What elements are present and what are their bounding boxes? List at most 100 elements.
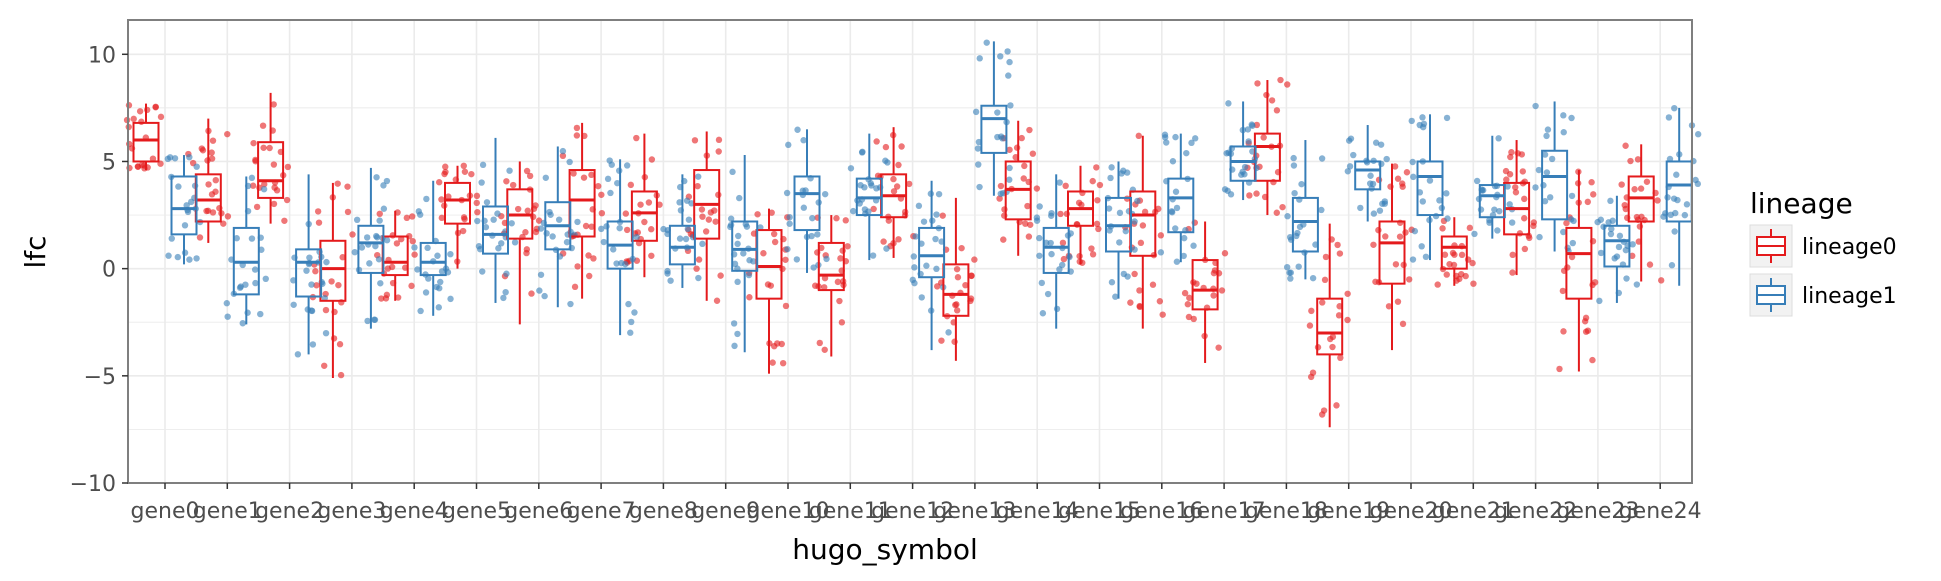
jitter-point — [618, 259, 625, 267]
jitter-point — [1215, 344, 1222, 351]
jitter-point — [1582, 328, 1590, 335]
jitter-point — [833, 215, 840, 222]
jitter-point — [1568, 253, 1576, 261]
jitter-point — [967, 295, 975, 302]
jitter-point — [1286, 269, 1293, 276]
jitter-point — [1020, 175, 1027, 182]
jitter-point — [712, 218, 719, 225]
jitter-point — [1367, 172, 1374, 179]
jitter-point — [306, 254, 313, 261]
jitter-point — [1221, 186, 1229, 193]
jitter-point — [1560, 129, 1567, 136]
jitter-point — [290, 301, 297, 308]
jitter-point — [1062, 182, 1069, 190]
jitter-point — [911, 264, 918, 271]
jitter-point — [1108, 164, 1115, 171]
jitter-point — [1141, 208, 1149, 216]
jitter-point — [1005, 72, 1012, 79]
jitter-point — [1422, 253, 1430, 261]
jitter-point — [1403, 169, 1411, 176]
jitter-point — [523, 246, 531, 253]
jitter-point — [461, 168, 469, 175]
x-tick-label: gene0 — [131, 499, 200, 524]
jitter-point — [676, 235, 684, 242]
jitter-point — [1095, 225, 1102, 233]
jitter-point — [1225, 100, 1232, 107]
jitter-point — [1681, 211, 1689, 219]
jitter-point — [837, 255, 844, 262]
jitter-point — [585, 272, 593, 280]
jitter-point — [503, 178, 510, 185]
x-tick-label: gene10 — [747, 499, 830, 524]
jitter-point — [409, 237, 416, 245]
x-tick-label: gene13 — [933, 499, 1016, 524]
jitter-point — [920, 218, 928, 225]
jitter-point — [373, 234, 381, 241]
jitter-point — [383, 291, 391, 299]
jitter-point — [239, 320, 246, 327]
jitter-point — [1004, 48, 1011, 55]
jitter-point — [1223, 150, 1230, 157]
x-tick-label: gene17 — [1183, 499, 1266, 524]
jitter-point — [364, 317, 371, 325]
box-body — [1440, 235, 1468, 270]
legend-label: lineage1 — [1802, 284, 1897, 309]
box-lineage1-gene13 — [980, 41, 1008, 196]
jitter-point — [783, 189, 791, 197]
box-lineage0-gene11 — [817, 215, 845, 357]
jitter-point — [1633, 281, 1641, 288]
jitter-point — [1000, 236, 1007, 243]
jitter-point — [746, 294, 753, 301]
jitter-point — [1245, 138, 1252, 145]
jitter-point — [1495, 135, 1502, 142]
jitter-point — [685, 216, 693, 223]
jitter-point — [251, 266, 259, 273]
jitter-point — [1038, 279, 1046, 287]
box-body — [1191, 259, 1219, 311]
jitter-point — [204, 207, 212, 214]
jitter-point — [1036, 234, 1043, 242]
jitter-point — [1383, 155, 1390, 163]
jitter-point — [1006, 146, 1013, 153]
jitter-point — [834, 278, 842, 286]
jitter-point — [945, 329, 952, 336]
jitter-point — [366, 260, 373, 267]
jitter-point — [380, 182, 387, 189]
box-lineage0-gene4 — [381, 210, 409, 301]
jitter-point — [598, 225, 605, 233]
jitter-point — [1673, 171, 1680, 178]
jitter-point — [447, 250, 454, 258]
jitter-point — [613, 260, 620, 267]
x-tick-label: gene1 — [193, 499, 262, 524]
box-lineage1-gene5 — [482, 137, 509, 303]
jitter-point — [1296, 223, 1304, 231]
jitter-point — [270, 161, 278, 168]
jitter-point — [393, 240, 401, 247]
jitter-point — [372, 242, 379, 250]
jitter-point — [1444, 215, 1451, 222]
jitter-point — [1548, 155, 1556, 163]
jitter-point — [506, 167, 513, 174]
jitter-point — [1127, 299, 1134, 306]
jitter-point — [1560, 228, 1567, 236]
x-tick-label: gene14 — [996, 499, 1079, 524]
jitter-point — [1036, 252, 1043, 259]
jitter-point — [1613, 253, 1621, 260]
jitter-point — [1466, 224, 1474, 232]
jitter-point — [873, 185, 880, 192]
jitter-point — [1434, 281, 1441, 288]
jitter-point — [713, 297, 721, 304]
jitter-point — [1001, 206, 1008, 213]
jitter-point — [1284, 213, 1291, 220]
jitter-point — [1063, 210, 1071, 218]
jitter-point — [1295, 263, 1302, 270]
x-tick-label: gene8 — [629, 499, 698, 524]
box-body — [1167, 177, 1195, 234]
jitter-point — [208, 191, 216, 198]
jitter-point — [1161, 131, 1169, 138]
jitter-point — [196, 234, 204, 241]
jitter-point — [447, 295, 454, 303]
jitter-point — [260, 144, 267, 151]
jitter-point — [1633, 213, 1641, 221]
